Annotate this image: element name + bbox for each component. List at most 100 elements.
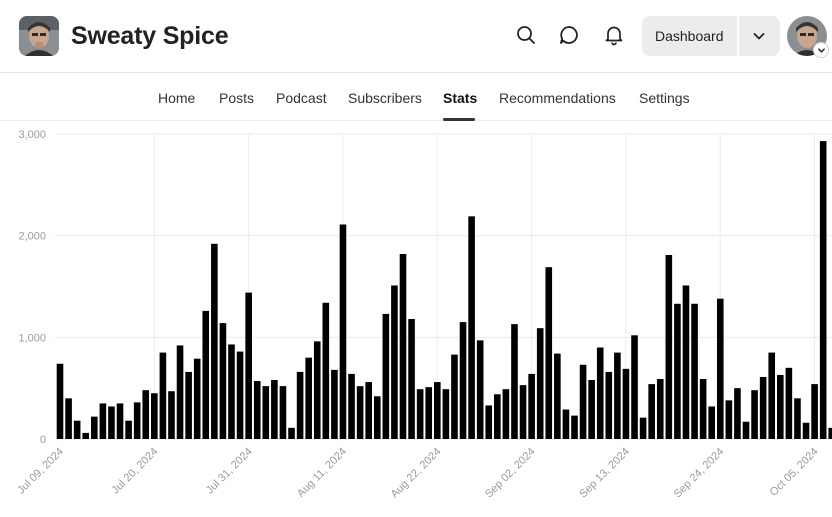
chart-bar[interactable] <box>451 354 458 439</box>
chart-bar[interactable] <box>125 420 132 439</box>
chart-bar[interactable] <box>511 324 518 439</box>
chart-bar[interactable] <box>494 394 501 439</box>
chart-bar[interactable] <box>322 302 330 439</box>
chart-bar[interactable] <box>631 335 638 439</box>
chart-bar[interactable] <box>485 405 493 439</box>
nav-settings[interactable]: Settings <box>639 90 690 106</box>
chart-bar[interactable] <box>716 298 724 439</box>
chart-bar[interactable] <box>142 390 150 439</box>
chart-bar[interactable] <box>674 303 681 439</box>
chart-bar[interactable] <box>682 285 690 439</box>
chart-bar[interactable] <box>373 396 381 439</box>
chart-bar[interactable] <box>296 371 304 439</box>
chart-bar[interactable] <box>588 380 595 439</box>
chart-bar[interactable] <box>768 352 776 439</box>
chart-bar[interactable] <box>605 371 613 439</box>
chart-bar[interactable] <box>185 371 192 439</box>
chart-bar[interactable] <box>245 292 252 439</box>
chart-bar[interactable] <box>536 328 544 439</box>
chart-bar[interactable] <box>133 402 141 439</box>
chart-bar[interactable] <box>828 427 832 439</box>
chart-bar[interactable] <box>168 391 175 439</box>
chart-bar[interactable] <box>382 313 390 439</box>
chart-bar[interactable] <box>416 389 424 439</box>
chart-bar[interactable] <box>742 421 750 439</box>
chart-bar[interactable] <box>468 216 475 439</box>
chart-bar[interactable] <box>725 400 733 439</box>
chart-bar[interactable] <box>691 303 698 439</box>
bell-icon[interactable] <box>603 24 625 46</box>
chart-bar[interactable] <box>656 379 664 439</box>
chart-bar[interactable] <box>811 384 818 439</box>
chart-bar[interactable] <box>562 409 570 439</box>
chart-bar[interactable] <box>434 382 441 439</box>
chart-bar[interactable] <box>65 398 72 439</box>
dashboard-button[interactable]: Dashboard <box>642 16 737 56</box>
chart-bar[interactable] <box>614 352 621 439</box>
chart-bar[interactable] <box>425 387 433 439</box>
chart-bar[interactable] <box>348 373 355 439</box>
chat-icon[interactable] <box>558 24 580 46</box>
chart-bar[interactable] <box>545 267 553 439</box>
chart-bar[interactable] <box>228 344 235 439</box>
nav-posts[interactable]: Posts <box>219 90 255 106</box>
chart-bar[interactable] <box>82 432 90 439</box>
chart-bar[interactable] <box>99 403 107 439</box>
chart-bar[interactable] <box>262 386 270 439</box>
chart-bar[interactable] <box>271 380 278 439</box>
chart-bar[interactable] <box>708 406 715 439</box>
chart-bar[interactable] <box>356 386 364 439</box>
chart-bar[interactable] <box>459 322 467 439</box>
chart-bar[interactable] <box>571 415 578 439</box>
chart-bar[interactable] <box>211 243 218 439</box>
chart-bar[interactable] <box>442 389 450 439</box>
nav-stats[interactable]: Stats <box>443 90 478 106</box>
chart-bar[interactable] <box>151 393 158 439</box>
chart-bar[interactable] <box>116 403 124 439</box>
nav-home[interactable]: Home <box>158 90 196 106</box>
chart-bar[interactable] <box>579 364 587 439</box>
chart-bar[interactable] <box>108 406 115 439</box>
chart-bar[interactable] <box>56 363 64 439</box>
chart-bar[interactable] <box>391 285 398 439</box>
chart-bar[interactable] <box>288 427 295 439</box>
chart-bar[interactable] <box>73 420 81 439</box>
nav-subscribers[interactable]: Subscribers <box>348 90 422 106</box>
chart-bar[interactable] <box>751 390 758 439</box>
chart-bar[interactable] <box>305 357 312 439</box>
chart-bar[interactable] <box>648 384 655 439</box>
chart-bar[interactable] <box>759 376 767 439</box>
chart-bar[interactable] <box>519 385 527 439</box>
publication-logo[interactable] <box>19 16 59 56</box>
chart-bar[interactable] <box>159 352 167 439</box>
publication-title[interactable]: Sweaty Spice <box>71 22 229 50</box>
chart-bar[interactable] <box>528 373 535 439</box>
chart-bar[interactable] <box>554 353 561 439</box>
chart-bar[interactable] <box>365 382 372 439</box>
chart-bar[interactable] <box>734 388 741 439</box>
chart-bar[interactable] <box>193 358 201 439</box>
chart-bar[interactable] <box>408 319 415 439</box>
chart-bar[interactable] <box>622 368 630 439</box>
chart-bar[interactable] <box>794 398 801 439</box>
chart-bar[interactable] <box>502 389 510 439</box>
nav-podcast[interactable]: Podcast <box>276 90 327 106</box>
nav-recommendations[interactable]: Recommendations <box>499 90 616 106</box>
chart-bar[interactable] <box>399 253 407 439</box>
chart-bar[interactable] <box>331 369 338 439</box>
dashboard-menu-button[interactable] <box>738 16 780 56</box>
user-avatar-menu[interactable] <box>787 16 829 58</box>
chart-bar[interactable] <box>253 381 261 439</box>
chart-bar[interactable] <box>802 422 810 439</box>
chart-bar[interactable] <box>202 310 210 439</box>
chart-bar[interactable] <box>699 379 707 439</box>
chart-bar[interactable] <box>313 341 321 439</box>
chart-bar[interactable] <box>176 345 184 439</box>
chart-bar[interactable] <box>819 141 827 439</box>
chart-bar[interactable] <box>785 367 793 439</box>
chart-bar[interactable] <box>665 254 673 439</box>
search-icon[interactable] <box>515 24 537 46</box>
chart-bar[interactable] <box>339 224 347 439</box>
chart-bar[interactable] <box>91 416 98 439</box>
chart-bar[interactable] <box>219 323 227 439</box>
